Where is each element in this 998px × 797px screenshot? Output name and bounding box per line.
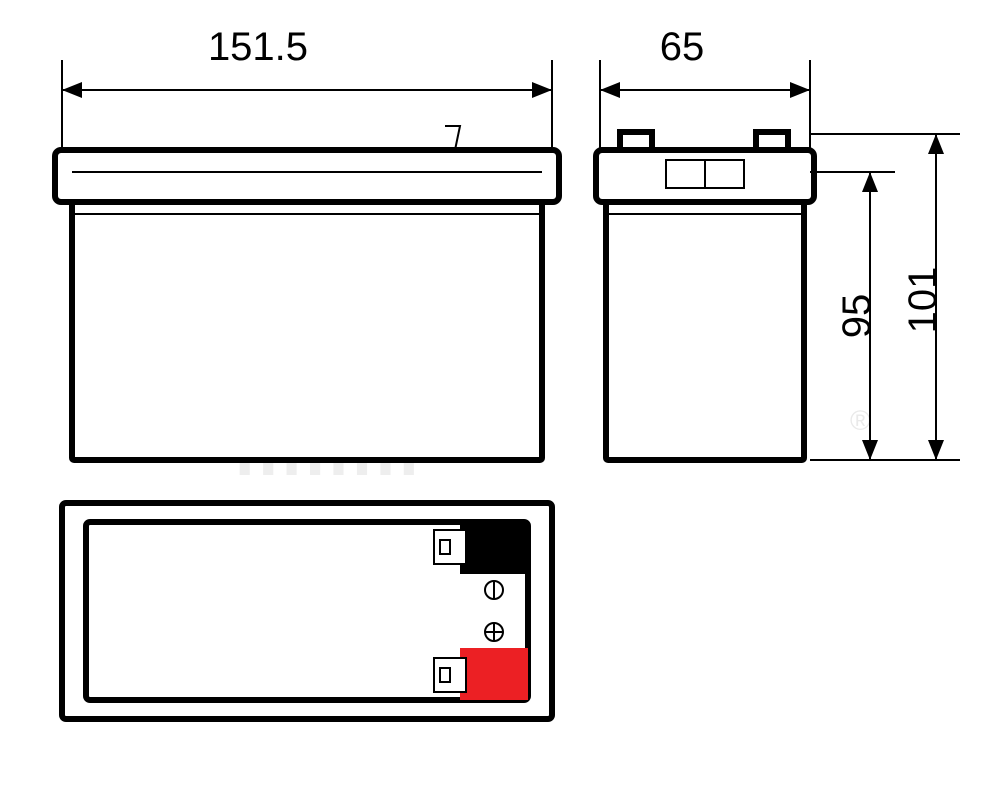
top-view [62,503,552,719]
dimension-length-value: 151.5 [208,25,308,69]
dimension-length: 151.5 [62,25,552,150]
side-view [596,132,814,460]
registered-mark: ® [850,405,871,436]
dimension-width-value: 65 [660,25,705,69]
dimension-total-height-value: 101 [901,267,945,334]
battery-dimension-diagram: IIIIIIII ® [0,0,998,797]
dimension-total-height: 101 [810,134,960,460]
dimension-body-height-value: 95 [835,294,879,339]
front-view [55,126,559,460]
